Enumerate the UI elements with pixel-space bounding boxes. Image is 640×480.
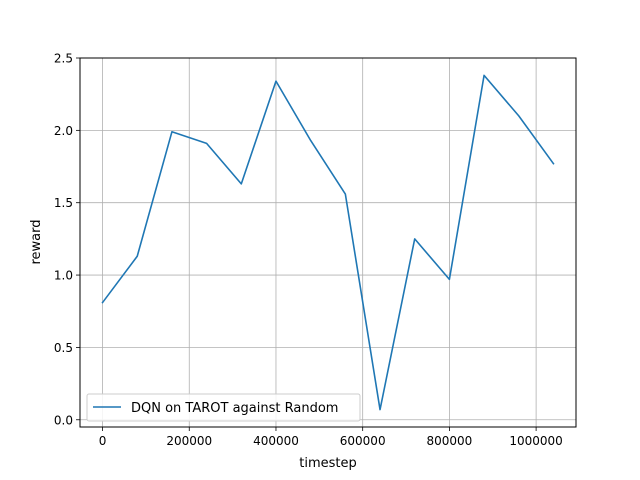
plot-frame	[79, 57, 577, 428]
y-tick-label: 0.0	[54, 413, 73, 427]
x-tick-label: 800000	[426, 434, 472, 448]
x-axis-ticks: 0 200000 400000 600000 800000 1000000	[99, 427, 563, 448]
y-tick-label: 0.5	[54, 341, 73, 355]
x-tick-label: 1000000	[509, 434, 562, 448]
legend-label: DQN on TAROT against Random	[131, 401, 338, 416]
x-tick-label: 0	[99, 434, 107, 448]
x-axis-label: timestep	[299, 456, 357, 471]
grid-lines	[80, 57, 576, 427]
y-tick-label: 2.0	[54, 124, 73, 138]
x-tick-label: 200000	[166, 434, 212, 448]
series-layer	[101, 74, 555, 411]
series-line	[101, 74, 555, 411]
legend: DQN on TAROT against Random	[86, 393, 361, 422]
x-tick-label: 600000	[340, 434, 386, 448]
y-tick-label: 2.5	[54, 52, 73, 66]
y-axis-ticks: 0.0 0.5 1.0 1.5 2.0 2.5	[54, 52, 80, 427]
y-axis-label: reward	[29, 219, 44, 264]
y-tick-label: 1.0	[54, 269, 73, 283]
legend-box	[86, 393, 361, 422]
x-tick-label: 400000	[253, 434, 299, 448]
y-tick-label: 1.5	[54, 196, 73, 210]
